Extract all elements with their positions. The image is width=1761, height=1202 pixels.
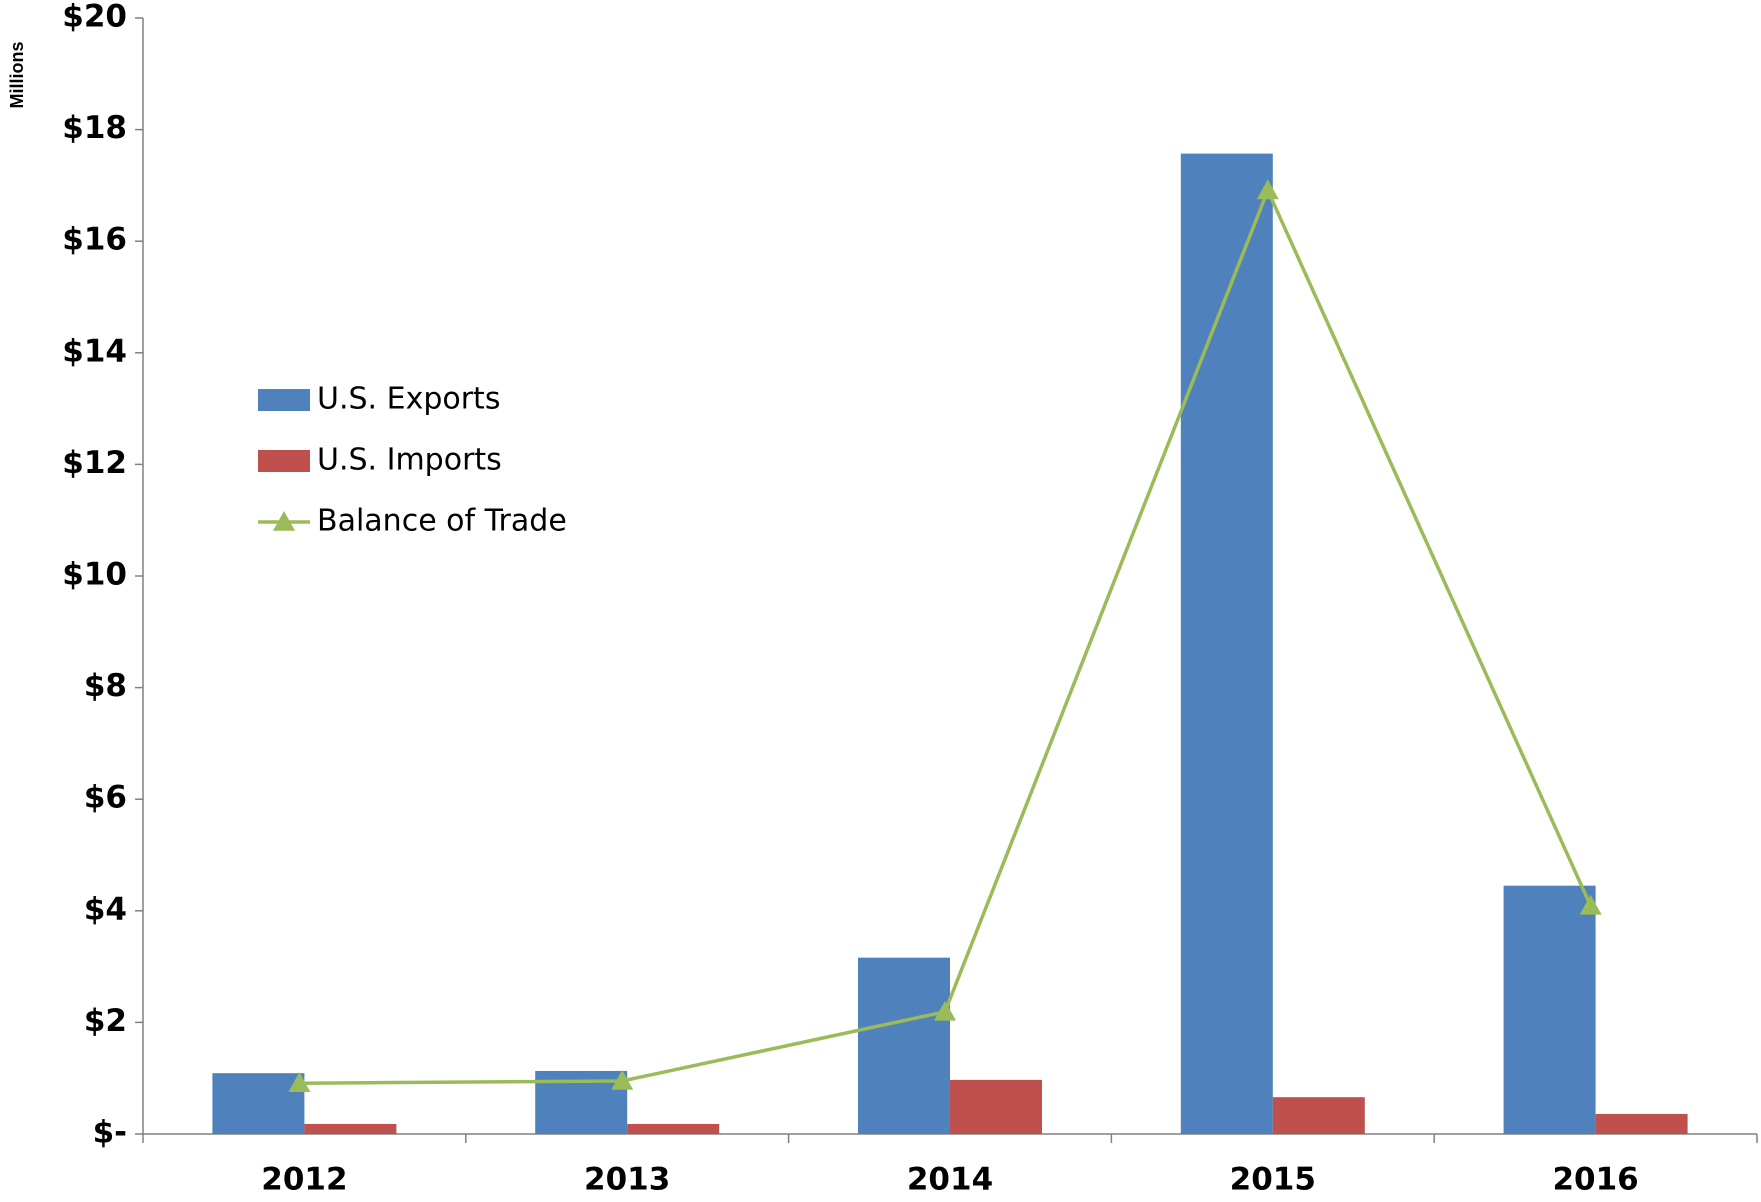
bar <box>1180 153 1273 1134</box>
bar <box>950 1079 1042 1134</box>
x-tick-label: 2015 <box>1230 1162 1316 1198</box>
y-tick-label: $20 <box>62 0 127 35</box>
x-tick-label: 2016 <box>1552 1162 1638 1198</box>
bar <box>212 1073 305 1134</box>
x-tick-label: 2014 <box>907 1162 993 1198</box>
y-tick-label: $- <box>93 1115 127 1151</box>
y-tick-label: $8 <box>84 668 127 704</box>
y-tick-label: $18 <box>62 110 127 146</box>
y-tick-label: $14 <box>62 333 127 369</box>
legend-swatch <box>258 450 310 472</box>
marker <box>611 1069 634 1090</box>
marker <box>1256 179 1279 200</box>
legend-label: U.S. Imports <box>317 443 502 478</box>
legend-label: U.S. Exports <box>317 382 500 417</box>
y-tick-label: $10 <box>62 557 127 593</box>
legend-swatch <box>258 389 310 411</box>
line <box>299 185 1593 1085</box>
bar <box>304 1123 397 1134</box>
legend-marker <box>273 511 295 531</box>
bar <box>1503 885 1596 1134</box>
y-tick-label: $6 <box>84 780 127 816</box>
x-tick-label: 2012 <box>261 1162 347 1198</box>
marker <box>288 1072 311 1093</box>
marker <box>934 1000 956 1021</box>
y-tick-label: $2 <box>84 1003 127 1039</box>
y-tick-label: $4 <box>84 891 127 927</box>
marker <box>1579 894 1602 915</box>
bar <box>1595 1113 1688 1134</box>
y-tick-label: $16 <box>62 222 127 258</box>
bar <box>627 1123 720 1134</box>
x-tick-label: 2013 <box>584 1162 670 1198</box>
bar <box>858 957 950 1134</box>
y-axis-label: Millions <box>7 42 27 109</box>
bar <box>1272 1097 1365 1134</box>
legend-label: Balance of Trade <box>317 504 567 539</box>
y-tick-label: $12 <box>62 445 127 481</box>
